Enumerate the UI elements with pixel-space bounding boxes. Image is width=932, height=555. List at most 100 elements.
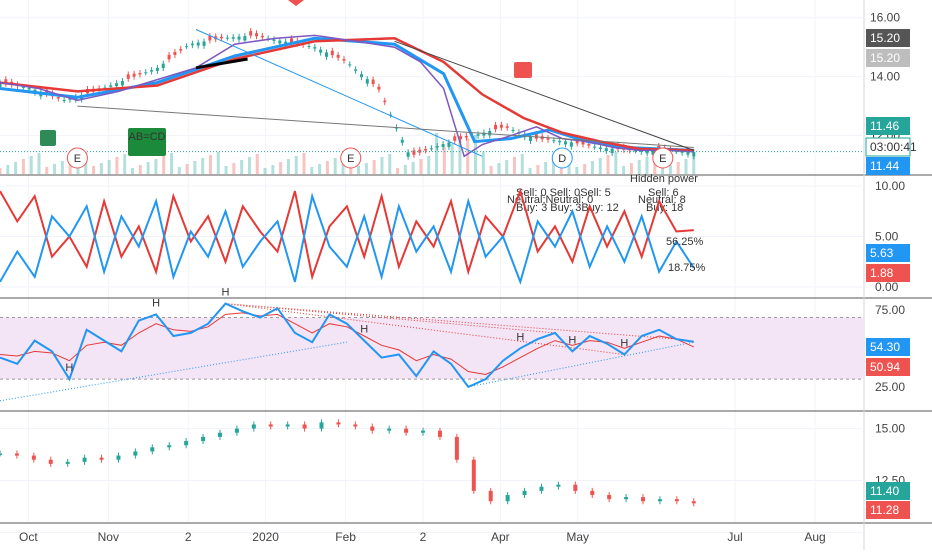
mini-candle: [234, 428, 239, 433]
event-marker-label: E: [74, 153, 81, 165]
rsi-tag-bg: [866, 358, 910, 376]
candle-body: [313, 47, 317, 49]
candle-body: [412, 150, 416, 155]
candle-body: [505, 126, 509, 128]
candle-body: [359, 74, 363, 78]
mini-candle: [522, 490, 527, 496]
volume-bar: [528, 168, 532, 174]
volume-bar: [29, 156, 33, 174]
candle-body: [330, 50, 334, 56]
rsi-tag-bg: [866, 338, 910, 356]
candle-body: [354, 69, 358, 71]
mini-candle: [133, 451, 138, 456]
mini-tag: 11.40: [870, 484, 899, 498]
x-tick-label: Nov: [98, 530, 119, 544]
candle-body: [365, 79, 369, 84]
volume-bar: [637, 160, 641, 174]
volume-bar: [208, 155, 212, 174]
candle-body: [406, 152, 410, 157]
candle-body: [173, 51, 177, 55]
osc-tag: 5.63: [870, 246, 894, 260]
candle-body: [120, 81, 124, 86]
candle-body: [249, 31, 253, 36]
volume-bar: [466, 138, 470, 174]
volume-bar: [333, 158, 337, 174]
volume-bar: [364, 163, 368, 174]
volume-bar: [458, 141, 462, 174]
volume-bar: [123, 154, 127, 174]
volume-bar: [146, 162, 150, 174]
candle-body: [424, 148, 428, 151]
candle-body: [190, 43, 194, 46]
candle-body: [476, 134, 480, 136]
osc-tick-label: 10.00: [875, 179, 905, 193]
volume-bar: [302, 153, 306, 174]
candle-body: [307, 45, 311, 47]
event-marker-label: D: [558, 153, 566, 165]
event-marker-d: [551, 147, 573, 169]
candle-body: [4, 79, 8, 84]
hidden-divergence-label: H: [568, 334, 576, 346]
candle-body: [225, 37, 229, 39]
event-marker-e: [652, 147, 674, 169]
volume-bar: [263, 168, 267, 174]
volume-bar: [294, 156, 298, 174]
mini-candle: [607, 495, 612, 500]
candle-body: [377, 86, 381, 90]
volume-bar: [247, 157, 251, 174]
volume-bar: [216, 152, 220, 174]
candle-body: [692, 151, 696, 157]
trend-line: [77, 105, 694, 148]
candle-body: [453, 136, 457, 141]
candle-body: [144, 72, 148, 74]
volume-bar: [224, 166, 228, 174]
volume-bar: [645, 157, 649, 174]
volume-bar: [99, 163, 103, 174]
candle-body: [610, 148, 614, 154]
price-tick-label: 16.00: [870, 11, 900, 25]
volume-bar: [536, 165, 540, 174]
mini-candle: [674, 499, 679, 502]
candle-body: [418, 149, 422, 153]
candle-body: [243, 36, 247, 41]
rsi-band: [0, 317, 864, 380]
mini-candle: [31, 455, 36, 460]
volume-bar: [240, 160, 244, 174]
pattern-bar: [195, 57, 248, 70]
candle-body: [272, 39, 276, 41]
x-tick-label: Oct: [19, 530, 38, 544]
volume-bar: [481, 152, 485, 174]
osc-tick-label: 0.00: [875, 280, 899, 294]
volume-bar: [60, 161, 64, 174]
volume-bar: [622, 166, 626, 174]
hidden-divergence-label: H: [152, 297, 160, 309]
sell-flag-top: [288, 0, 304, 6]
volume-bar: [388, 154, 392, 174]
volume-bar: [575, 167, 579, 174]
candle-body: [167, 54, 171, 60]
candle-body: [220, 36, 224, 39]
volume-bar: [162, 156, 166, 174]
candle-body: [138, 72, 142, 75]
mini-candle: [319, 422, 324, 429]
mini-candle: [370, 426, 375, 431]
volume-bar: [45, 167, 49, 174]
price-tag: 15.20: [870, 31, 900, 45]
indicator-title: Hidden power: [630, 173, 698, 185]
mini-candle: [336, 422, 341, 425]
x-tick-label: Jul: [727, 530, 742, 544]
volume-bar: [325, 161, 329, 174]
event-marker-e: [66, 147, 88, 169]
candle-body: [342, 59, 346, 61]
volume-bar: [279, 162, 283, 174]
mini-candle: [353, 424, 358, 427]
volume-bar: [271, 165, 275, 174]
volume-bar: [590, 161, 594, 174]
mini-candle: [0, 453, 2, 456]
candle-body: [237, 36, 241, 40]
pattern-label-box: [128, 128, 166, 156]
volume-bar: [357, 166, 361, 174]
candle-body: [488, 130, 492, 136]
